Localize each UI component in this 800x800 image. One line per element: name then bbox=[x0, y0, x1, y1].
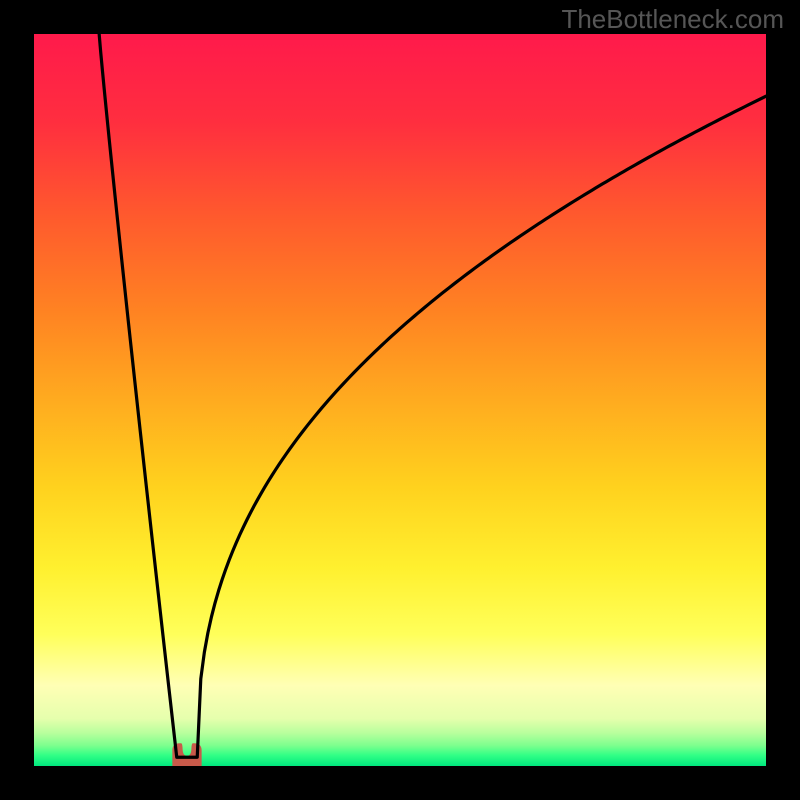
bottleneck-chart bbox=[34, 34, 766, 766]
chart-frame: TheBottleneck.com bbox=[0, 0, 800, 800]
gradient-background bbox=[34, 34, 766, 766]
watermark-text: TheBottleneck.com bbox=[561, 4, 784, 35]
